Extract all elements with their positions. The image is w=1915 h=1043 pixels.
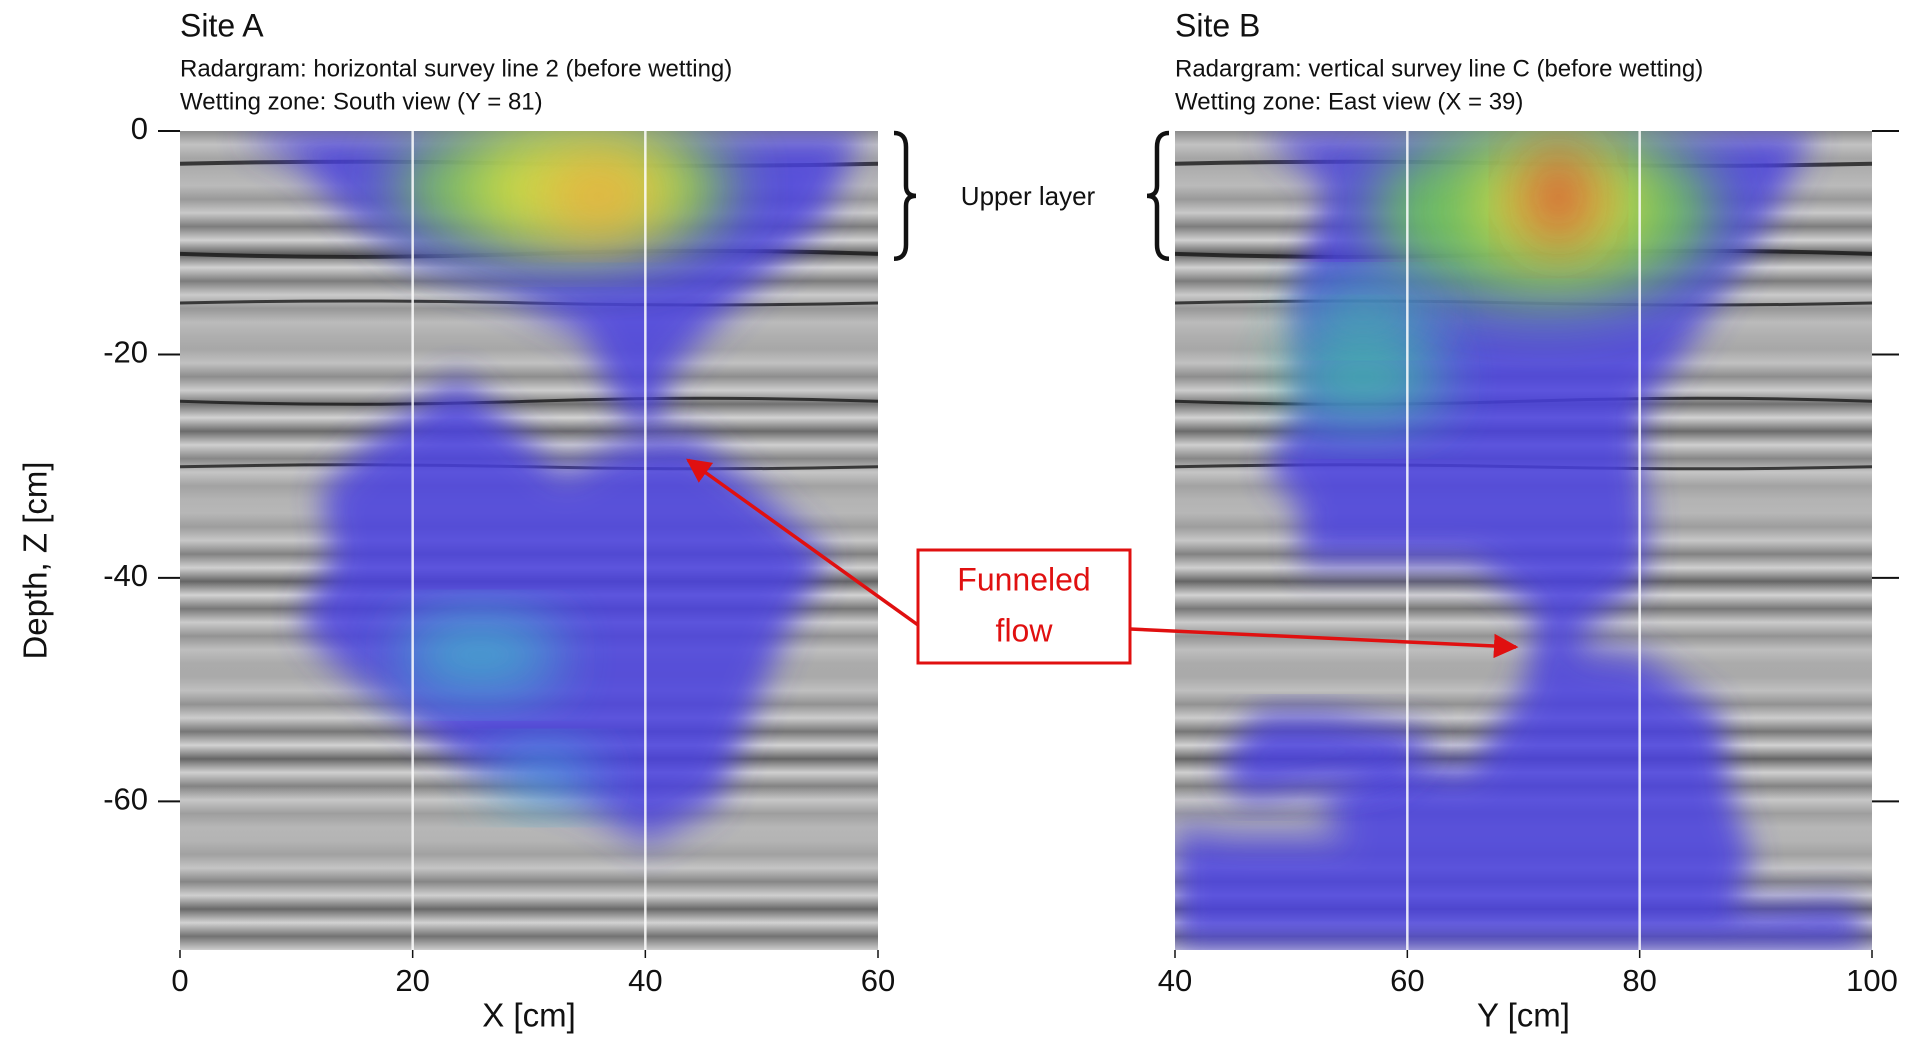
callout-text: Funneled — [957, 561, 1090, 597]
wetting-intensity — [542, 163, 655, 230]
wetting-intensity — [1293, 286, 1433, 336]
wetting-intensity — [396, 622, 564, 688]
wetting-zone — [235, 131, 865, 844]
x-tick-label: 20 — [395, 963, 429, 998]
y-tick-label: -20 — [103, 335, 148, 370]
x-tick-label: 40 — [628, 963, 662, 998]
callout-arrow — [686, 458, 920, 627]
brace — [1146, 130, 1170, 262]
y-tick-label: -60 — [103, 782, 148, 817]
wetting-area — [1175, 131, 1872, 950]
y-axis-label: Depth, Z [cm] — [17, 461, 54, 659]
y-tick-label: 0 — [131, 111, 148, 146]
panel: Site B Radargram: vertical survey line C … — [1146, 7, 1899, 1034]
wetting-area — [1216, 712, 1440, 803]
callout-arrow — [1129, 627, 1519, 659]
wetting-zone — [1175, 131, 1872, 950]
brace — [893, 130, 917, 262]
x-axis-label: Y [cm] — [1477, 997, 1570, 1034]
reflector — [180, 396, 878, 406]
wetting-intensity — [1523, 155, 1594, 238]
y-tick-label: -40 — [103, 558, 148, 593]
x-tick-label: 100 — [1846, 963, 1898, 998]
wetting-intensity — [487, 753, 599, 803]
radargram-image — [1175, 131, 1872, 950]
x-tick-label: 0 — [171, 963, 188, 998]
panel-title: Site B — [1175, 7, 1260, 43]
callout-box — [916, 548, 1132, 665]
panel-subtitle: Wetting zone: South view (Y = 81) — [180, 88, 543, 115]
callout: Funneled flow — [686, 458, 1519, 665]
callout-text: flow — [996, 612, 1054, 648]
panel-subtitle: Radargram: horizontal survey line 2 (bef… — [180, 55, 732, 82]
panel-subtitle: Radargram: vertical survey line C (befor… — [1175, 55, 1703, 82]
wetting-area — [298, 376, 830, 844]
panel-subtitle: Wetting zone: East view (X = 39) — [1175, 88, 1523, 115]
panel-title: Site A — [180, 7, 264, 43]
panel: Site A Radargram: horizontal survey line … — [17, 7, 1096, 1033]
wetting-intensity — [1279, 335, 1447, 418]
x-tick-label: 40 — [1158, 963, 1192, 998]
x-tick-label: 60 — [861, 963, 895, 998]
radargram-image — [180, 131, 878, 950]
annotation: Upper layer — [961, 181, 1096, 211]
x-tick-label: 80 — [1622, 963, 1656, 998]
x-tick-label: 60 — [1390, 963, 1424, 998]
x-axis-label: X [cm] — [482, 997, 576, 1034]
